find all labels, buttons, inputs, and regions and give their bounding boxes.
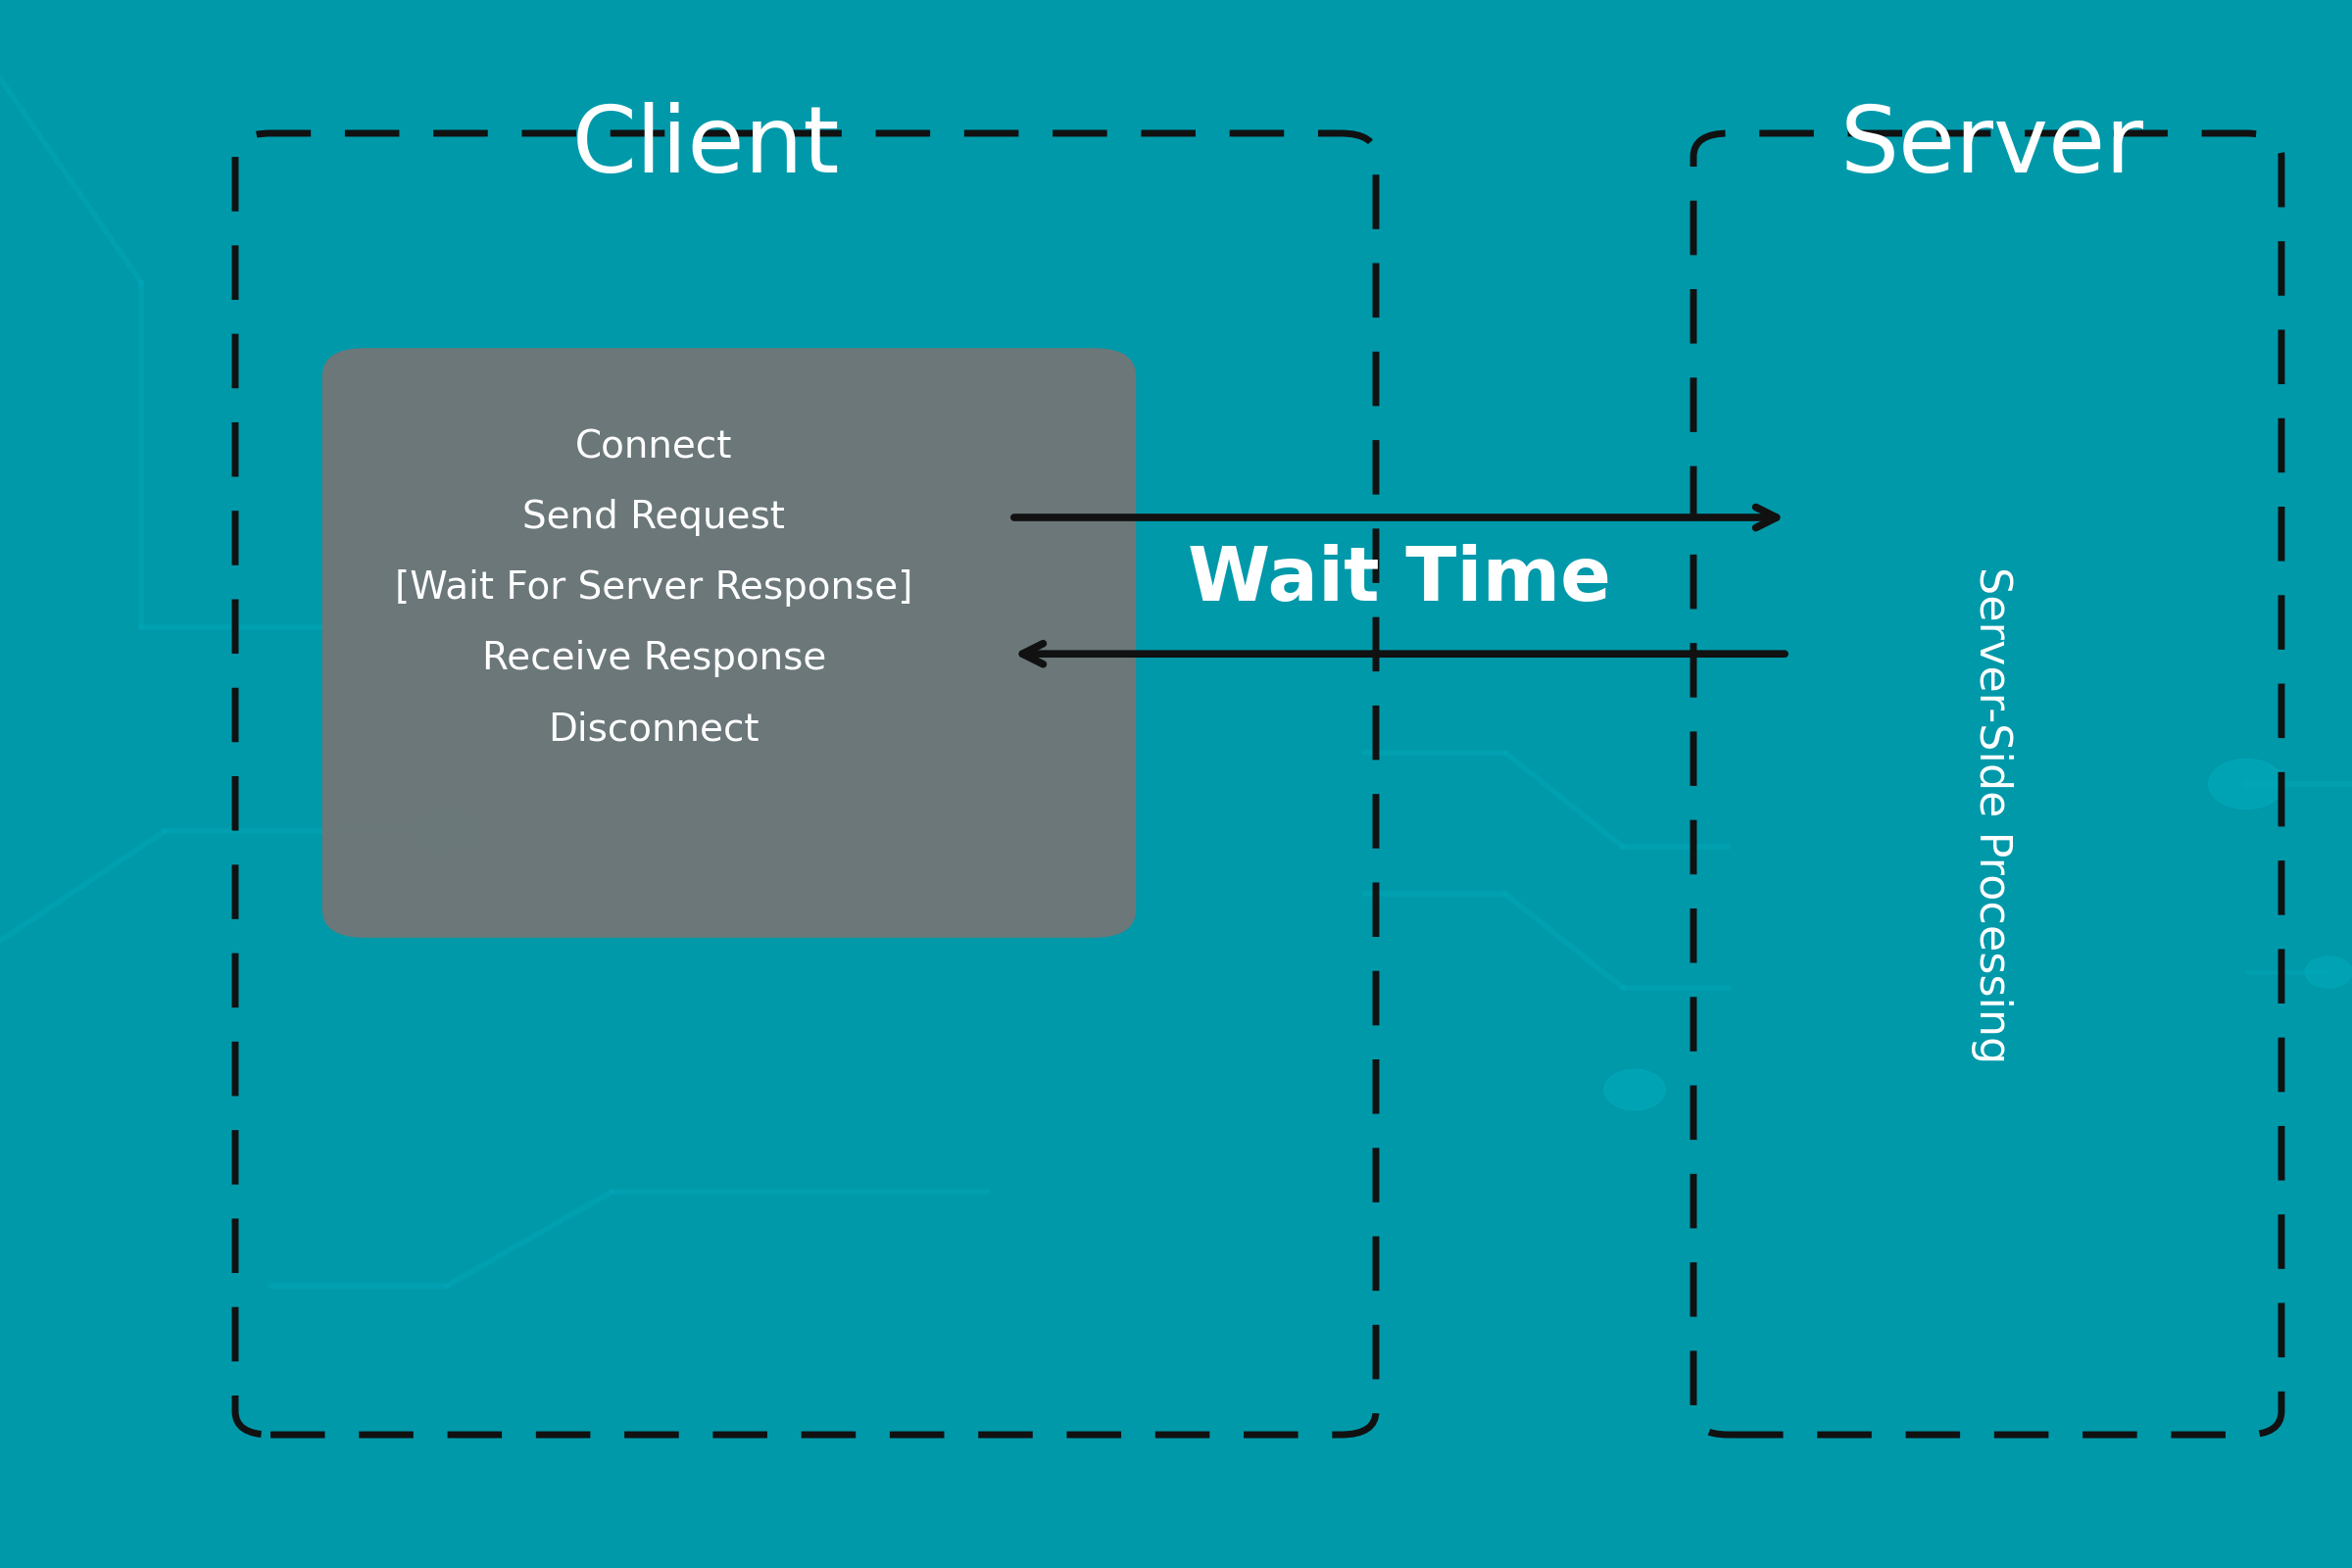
Text: Connect: Connect [576,428,731,466]
FancyBboxPatch shape [322,348,1136,938]
Text: Disconnect: Disconnect [548,710,760,748]
Text: Client: Client [572,102,840,191]
Circle shape [416,811,477,851]
Text: Server-Side Processing: Server-Side Processing [1971,566,2013,1065]
Text: Receive Response: Receive Response [482,640,826,677]
Text: [Wait For Server Response]: [Wait For Server Response] [395,569,913,607]
Text: Wait Time: Wait Time [1188,544,1611,616]
Circle shape [2305,956,2352,988]
Text: Server: Server [1839,102,2145,191]
Circle shape [2209,759,2284,809]
Text: Send Request: Send Request [522,499,786,536]
Circle shape [1604,1069,1665,1110]
